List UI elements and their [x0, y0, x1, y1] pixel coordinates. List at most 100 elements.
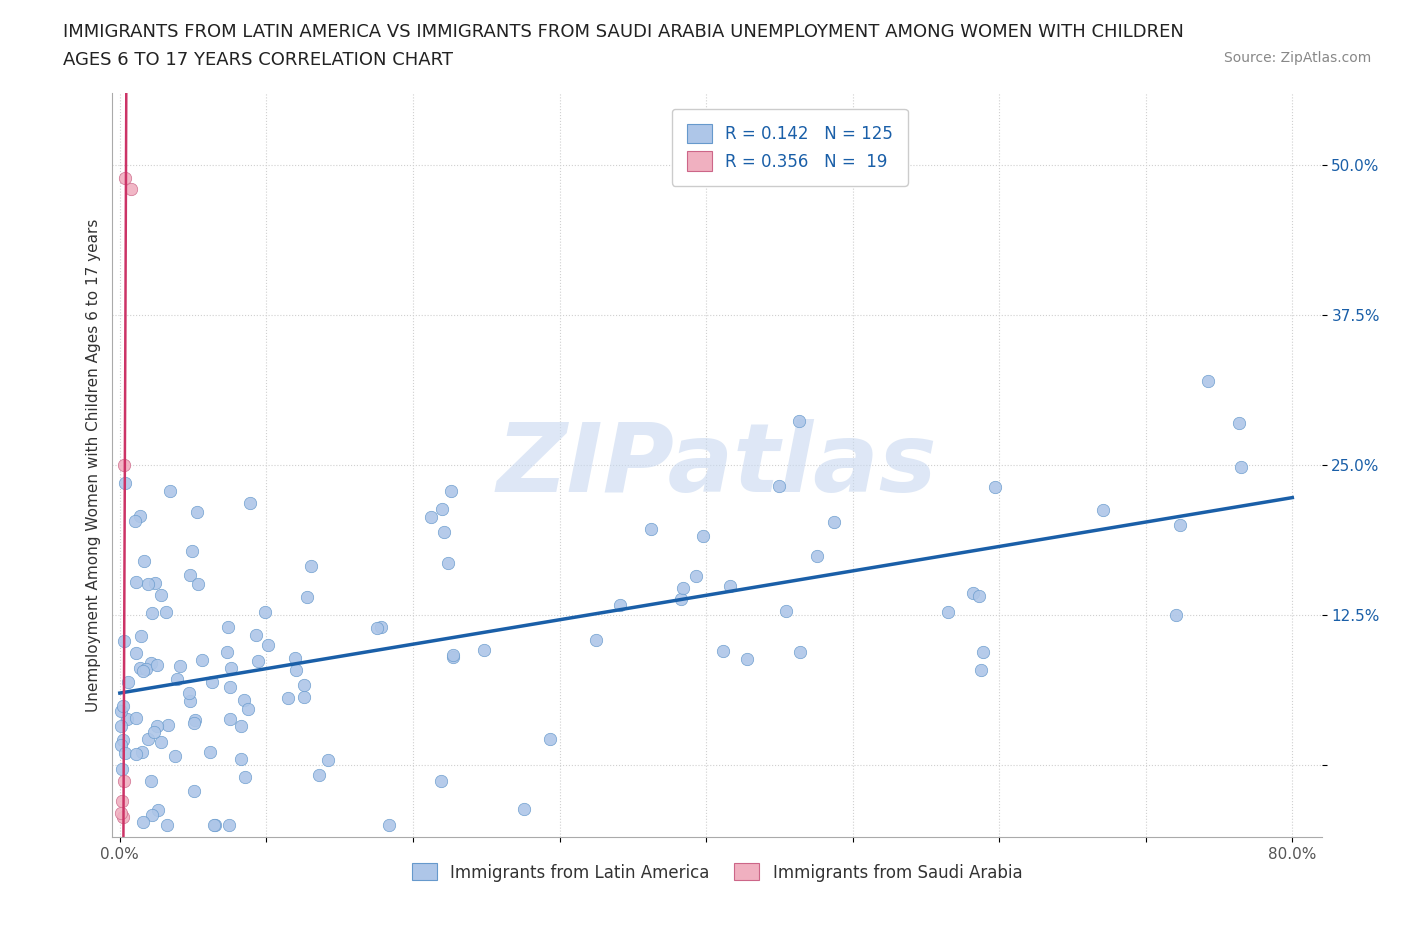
Point: [120, 181, 142, 196]
Point: [239, 496, 262, 511]
Point: [111, 732, 134, 747]
Point: [165, 749, 187, 764]
Point: [419, 510, 441, 525]
Point: [692, 528, 714, 543]
Legend: Immigrants from Latin America, Immigrants from Saudi Arabia: Immigrants from Latin America, Immigrant…: [405, 857, 1029, 888]
Point: [135, 662, 157, 677]
Point: [115, 711, 138, 726]
Point: [138, 577, 160, 591]
Point: [184, 712, 207, 727]
Point: [183, 783, 205, 798]
Point: [187, 577, 209, 591]
Point: [370, 619, 392, 634]
Point: [538, 732, 561, 747]
Point: [218, 711, 240, 726]
Point: [112, 458, 135, 472]
Point: [308, 767, 330, 782]
Point: [295, 590, 318, 604]
Point: [110, 703, 132, 718]
Point: [141, 656, 163, 671]
Point: [936, 604, 959, 619]
Point: [245, 627, 267, 642]
Point: [124, 575, 146, 590]
Point: [217, 620, 239, 635]
Point: [1197, 374, 1219, 389]
Point: [190, 653, 212, 668]
Point: [136, 732, 159, 747]
Point: [229, 751, 252, 766]
Point: [441, 649, 464, 664]
Point: [146, 803, 169, 817]
Point: [204, 817, 226, 832]
Point: [134, 553, 156, 568]
Point: [125, 711, 148, 725]
Point: [215, 644, 238, 659]
Point: [157, 718, 180, 733]
Point: [181, 544, 204, 559]
Point: [1092, 503, 1115, 518]
Point: [112, 633, 135, 648]
Point: [433, 525, 456, 539]
Point: [789, 644, 811, 659]
Point: [609, 598, 631, 613]
Point: [256, 637, 278, 652]
Point: [139, 774, 162, 789]
Point: [366, 620, 388, 635]
Point: [111, 793, 134, 808]
Point: [775, 604, 797, 618]
Point: [585, 632, 607, 647]
Point: [429, 774, 451, 789]
Point: [285, 663, 308, 678]
Point: [141, 807, 163, 822]
Point: [292, 678, 315, 693]
Point: [125, 747, 148, 762]
Point: [149, 588, 172, 603]
Point: [685, 568, 707, 583]
Point: [110, 805, 132, 820]
Point: [179, 567, 201, 582]
Point: [145, 575, 167, 590]
Point: [117, 675, 139, 690]
Point: [179, 686, 201, 701]
Point: [146, 658, 169, 672]
Point: [711, 644, 734, 658]
Point: [132, 815, 155, 830]
Point: [441, 648, 464, 663]
Point: [430, 501, 453, 516]
Point: [1164, 607, 1187, 622]
Point: [112, 774, 135, 789]
Point: [233, 769, 256, 784]
Point: [1230, 459, 1253, 474]
Point: [967, 589, 990, 604]
Point: [156, 817, 179, 832]
Point: [254, 604, 277, 619]
Point: [806, 549, 828, 564]
Point: [276, 691, 298, 706]
Point: [787, 414, 810, 429]
Point: [962, 586, 984, 601]
Point: [292, 690, 315, 705]
Text: IMMIGRANTS FROM LATIN AMERICA VS IMMIGRANTS FROM SAUDI ARABIA UNEMPLOYMENT AMONG: IMMIGRANTS FROM LATIN AMERICA VS IMMIGRA…: [63, 23, 1184, 41]
Point: [141, 605, 163, 620]
Point: [474, 643, 496, 658]
Point: [183, 715, 205, 730]
Point: [824, 514, 846, 529]
Point: [437, 555, 460, 570]
Point: [440, 484, 463, 498]
Point: [179, 694, 201, 709]
Text: AGES 6 TO 17 YEARS CORRELATION CHART: AGES 6 TO 17 YEARS CORRELATION CHART: [63, 51, 453, 69]
Point: [131, 744, 153, 759]
Point: [149, 735, 172, 750]
Point: [110, 719, 132, 734]
Point: [316, 752, 339, 767]
Point: [972, 645, 994, 660]
Point: [129, 629, 152, 644]
Y-axis label: Unemployment Among Women with Children Ages 6 to 17 years: Unemployment Among Women with Children A…: [86, 219, 101, 711]
Point: [984, 480, 1007, 495]
Point: [735, 652, 758, 667]
Point: [232, 693, 254, 708]
Point: [201, 675, 224, 690]
Point: [202, 817, 225, 832]
Point: [125, 645, 148, 660]
Point: [129, 660, 152, 675]
